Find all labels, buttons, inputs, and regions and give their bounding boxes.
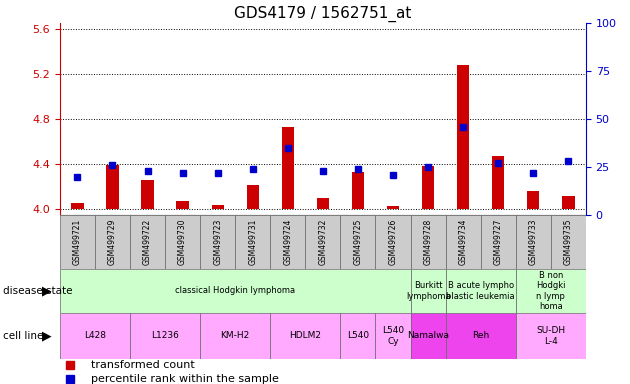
- Bar: [422, 167, 434, 209]
- Text: GSM499733: GSM499733: [529, 218, 538, 265]
- Bar: [527, 191, 539, 209]
- Text: GSM499727: GSM499727: [494, 219, 503, 265]
- Text: KM-H2: KM-H2: [220, 331, 250, 341]
- Text: GSM499729: GSM499729: [108, 219, 117, 265]
- Text: ▶: ▶: [42, 329, 52, 343]
- Bar: [212, 205, 224, 209]
- Text: Burkitt
lymphoma: Burkitt lymphoma: [406, 281, 450, 301]
- Text: GSM499735: GSM499735: [564, 218, 573, 265]
- Text: GSM499723: GSM499723: [213, 219, 222, 265]
- Text: B acute lympho
blastic leukemia: B acute lympho blastic leukemia: [447, 281, 515, 301]
- Bar: [141, 180, 154, 209]
- Bar: [445, 313, 516, 359]
- Text: GSM499724: GSM499724: [284, 219, 292, 265]
- Text: HDLM2: HDLM2: [289, 331, 321, 341]
- Bar: [270, 313, 340, 359]
- Bar: [306, 215, 340, 269]
- Text: GSM499726: GSM499726: [389, 219, 398, 265]
- Bar: [246, 185, 259, 209]
- Text: L540: L540: [347, 331, 369, 341]
- Bar: [352, 172, 364, 209]
- Bar: [445, 215, 481, 269]
- Bar: [317, 198, 329, 209]
- Text: L540
Cy: L540 Cy: [382, 326, 404, 346]
- Bar: [457, 65, 469, 209]
- Bar: [411, 269, 445, 313]
- Bar: [340, 215, 375, 269]
- Bar: [375, 313, 411, 359]
- Bar: [375, 215, 411, 269]
- Text: L428: L428: [84, 331, 106, 341]
- Bar: [481, 215, 516, 269]
- Text: B non
Hodgki
n lymp
homa: B non Hodgki n lymp homa: [536, 271, 566, 311]
- Text: ▶: ▶: [42, 284, 52, 297]
- Text: GSM499731: GSM499731: [248, 219, 257, 265]
- Bar: [340, 313, 375, 359]
- Text: GSM499732: GSM499732: [318, 219, 328, 265]
- Bar: [562, 196, 575, 209]
- Bar: [516, 215, 551, 269]
- Text: disease state: disease state: [3, 286, 72, 296]
- Text: Namalwa: Namalwa: [407, 331, 449, 341]
- Bar: [387, 206, 399, 209]
- Text: GSM499728: GSM499728: [423, 219, 433, 265]
- Text: GSM499725: GSM499725: [353, 219, 362, 265]
- Text: Reh: Reh: [472, 331, 490, 341]
- Bar: [411, 313, 445, 359]
- Text: L1236: L1236: [151, 331, 179, 341]
- Text: transformed count: transformed count: [91, 360, 195, 370]
- Bar: [270, 215, 306, 269]
- Bar: [551, 215, 586, 269]
- Bar: [235, 215, 270, 269]
- Text: GSM499734: GSM499734: [459, 218, 467, 265]
- Bar: [60, 269, 411, 313]
- Title: GDS4179 / 1562751_at: GDS4179 / 1562751_at: [234, 5, 411, 22]
- Bar: [130, 215, 165, 269]
- Bar: [60, 313, 130, 359]
- Text: SU-DH
L-4: SU-DH L-4: [536, 326, 565, 346]
- Bar: [282, 127, 294, 209]
- Bar: [165, 215, 200, 269]
- Bar: [71, 203, 84, 209]
- Text: GSM499730: GSM499730: [178, 218, 187, 265]
- Bar: [200, 313, 270, 359]
- Bar: [95, 215, 130, 269]
- Text: GSM499721: GSM499721: [73, 219, 82, 265]
- Bar: [411, 215, 445, 269]
- Bar: [200, 215, 235, 269]
- Bar: [516, 269, 586, 313]
- Bar: [60, 215, 95, 269]
- Bar: [176, 202, 189, 209]
- Text: cell line: cell line: [3, 331, 43, 341]
- Bar: [130, 313, 200, 359]
- Text: percentile rank within the sample: percentile rank within the sample: [91, 374, 279, 384]
- Text: GSM499722: GSM499722: [143, 219, 152, 265]
- Bar: [106, 166, 118, 209]
- Text: classical Hodgkin lymphoma: classical Hodgkin lymphoma: [175, 286, 295, 295]
- Bar: [445, 269, 516, 313]
- Bar: [492, 156, 505, 209]
- Bar: [516, 313, 586, 359]
